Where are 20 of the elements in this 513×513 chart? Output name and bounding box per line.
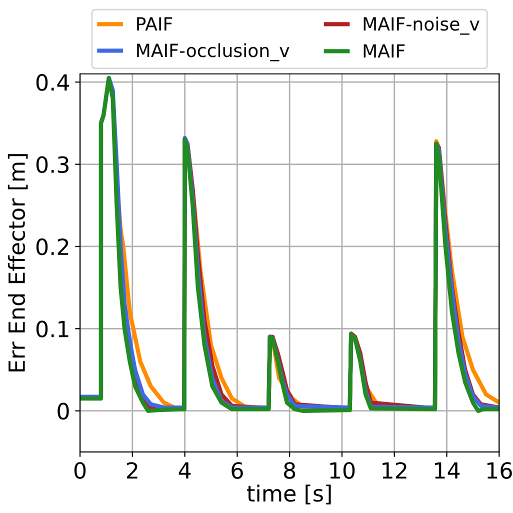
x-tick-label: 8: [284, 462, 296, 479]
y-tick-label: 0.4: [36, 74, 70, 91]
legend-label: MAIF-occlusion_v: [137, 43, 290, 62]
legend-label: PAIF: [137, 17, 172, 30]
x-axis-title: time [s]: [247, 484, 331, 504]
y-axis-title: Err End Effector [m]: [8, 154, 28, 372]
x-tick-label: 10: [330, 462, 355, 479]
y-tick-label: 0.2: [36, 238, 68, 256]
x-tick-label: 4: [178, 462, 191, 479]
x-tick-label: 12: [382, 462, 406, 479]
legend-label: MAIF: [364, 44, 405, 58]
x-tick-label: 0: [74, 462, 86, 479]
y-tick-label: 0.1: [36, 320, 68, 338]
legend-label: MAIF-noise_v: [364, 16, 480, 35]
y-tick-label: 0: [58, 402, 69, 420]
x-tick-label: 2: [126, 462, 138, 479]
x-tick-label: 16: [487, 462, 512, 479]
x-tick-label: 14: [435, 462, 460, 479]
y-tick-label: 0.3: [36, 156, 69, 174]
x-tick-label: 6: [232, 462, 243, 479]
